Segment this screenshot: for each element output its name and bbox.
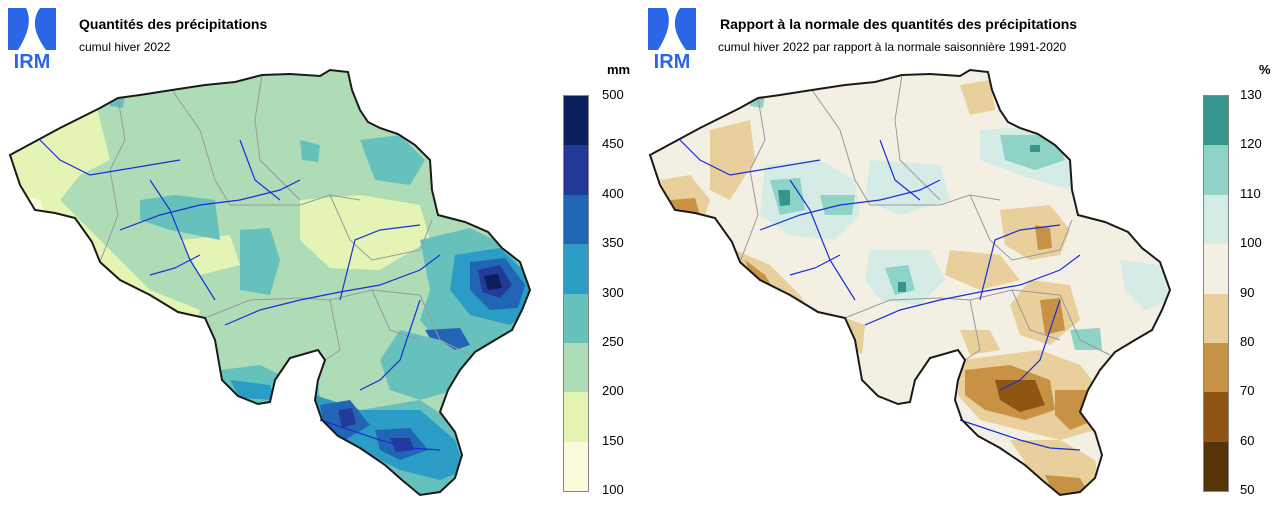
irm-logo: IRM [646, 6, 698, 72]
legend-label: 70 [1240, 383, 1255, 399]
logo-text: IRM [653, 51, 691, 73]
map-title: Rapport à la normale des quantités des p… [720, 16, 1078, 32]
legend-label: 130 [1240, 87, 1262, 102]
map-subtitle: cumul hiver 2022 [79, 40, 171, 54]
irm-logo: IRM [6, 6, 58, 72]
legend-swatch [1204, 145, 1228, 195]
legend-label: 110 [1240, 185, 1261, 201]
legend-label: 400 [602, 185, 624, 201]
ratio-legend-bar [1203, 95, 1229, 492]
legend-swatch [564, 96, 588, 146]
legend-swatch [1204, 194, 1228, 245]
legend-label: 150 [602, 432, 624, 448]
legend-swatch [1204, 96, 1228, 146]
legend-unit: mm [607, 62, 631, 77]
legend-label: 90 [1240, 284, 1255, 300]
legend-label: 500 [602, 87, 624, 102]
precip-legend-labels: 500 450 400 350 300 250 200 150 100 [602, 87, 642, 500]
ratio-legend-labels: 130 120 110 100 90 80 70 60 50 [1240, 87, 1280, 500]
precipitation-panel: IRM Quantités des précipitations cumul h… [6, 6, 642, 500]
legend-label: 80 [1240, 333, 1255, 349]
legend-swatch [564, 244, 588, 294]
irm-logo-icon [648, 8, 696, 50]
legend-label: 100 [602, 482, 624, 497]
legend-swatch [564, 145, 588, 195]
legend-label: 50 [1240, 482, 1255, 497]
legend-swatch [564, 194, 588, 245]
map-title: Quantités des précipitations [79, 16, 268, 32]
logo-text: IRM [13, 51, 51, 73]
belgium-precip-map [8, 68, 532, 497]
legend-swatch [1204, 441, 1228, 491]
legend-label: 120 [1240, 136, 1262, 152]
legend-label: 350 [602, 235, 624, 251]
legend-label: 250 [602, 333, 624, 349]
legend-label: 300 [602, 284, 624, 300]
legend-swatch [564, 392, 588, 442]
legend-swatch [1204, 244, 1228, 294]
legend-swatch [564, 293, 588, 343]
legend-label: 100 [1240, 235, 1262, 251]
legend-label: 200 [602, 383, 624, 399]
legend-label: 450 [602, 136, 624, 152]
irm-logo-icon [8, 8, 56, 50]
precip-legend-bar [563, 95, 589, 492]
legend-label: 60 [1240, 432, 1255, 448]
ratio-panel: IRM Rapport à la normale des quantités d… [640, 0, 1280, 507]
legend-swatch [564, 441, 588, 491]
legend-swatch [1204, 293, 1228, 343]
legend-swatch [1204, 342, 1228, 393]
belgium-ratio-map [648, 68, 1172, 497]
legend-swatch [564, 342, 588, 393]
legend-unit: % [1259, 62, 1271, 77]
map-subtitle: cumul hiver 2022 par rapport à la normal… [718, 40, 1067, 54]
legend-swatch [1204, 392, 1228, 442]
